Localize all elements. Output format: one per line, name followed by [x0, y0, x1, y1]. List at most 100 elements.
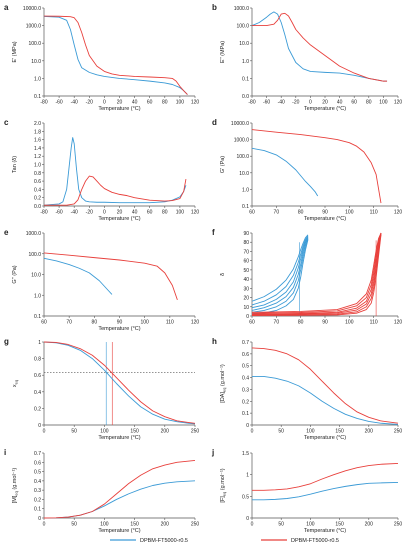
- x-tick-label: 120: [191, 320, 200, 326]
- y-axis-label-sub: eq: [14, 491, 19, 495]
- panel-c: c 0.0 0.2 0.4 0.6 0.8 1.0 1.2 1.4 1.6 1.8 2.0 -80 -60…: [4, 118, 199, 222]
- y-tick-label: 0.7: [34, 451, 41, 457]
- y-tick-label: 1.4: [34, 146, 41, 152]
- y-tick-label: 0.2: [242, 399, 249, 405]
- x-tick-label: -80: [40, 210, 47, 216]
- series-line-red-11: [251, 232, 382, 313]
- panel-i: i 0 0.1 0.2 0.3 0.4 0.5 0.6 0.7 0 50 100 150 200 250 Te…: [4, 448, 199, 534]
- panel-letter: f: [212, 228, 215, 237]
- x-tick-label: 80: [162, 210, 168, 216]
- series-line-blue-0: [251, 11, 388, 82]
- y-tick-label: 100.0: [236, 154, 249, 160]
- x-tick-label: 120: [394, 210, 403, 216]
- y-axis-label-unit: (g.mol⁻¹): [220, 364, 226, 388]
- y-tick-label: 0.4: [34, 187, 41, 193]
- x-axis-label: Temperature (°C): [98, 528, 140, 534]
- y-tick-label: 0.8: [34, 357, 41, 363]
- panel-letter: e: [4, 228, 9, 237]
- x-tick-label: 110: [166, 320, 174, 326]
- x-tick-label: 50: [71, 429, 77, 435]
- y-tick-label: 1000.0: [234, 138, 250, 144]
- y-tick-label: 1000.0: [26, 24, 42, 30]
- y-tick-label: 1.0: [242, 59, 249, 65]
- x-tick-label: 100: [140, 320, 149, 326]
- series-line-red-1: [44, 175, 187, 206]
- x-tick-label: 250: [191, 429, 200, 435]
- panel-g: g 0 0.2 0.4 0.6 0.8 1 0 50 100 150 200 250 Temperatur…: [4, 337, 199, 441]
- panel-b: b 0.0 0.1 1.0 10.0 100.0 1000.0 -80 -60 -40 -20 0 20…: [212, 3, 402, 112]
- x-axis-label: Temperature (°C): [304, 435, 346, 441]
- panel-a: a 0.1 1.0 10.0 100.0 1000.0 10000.0 -80 -60 -40 -2…: [4, 3, 199, 112]
- x-tick-label: 100: [306, 429, 315, 435]
- x-tick-label: 90: [322, 320, 328, 326]
- x-tick-label: 80: [92, 320, 98, 326]
- series-line-red-1: [43, 341, 196, 424]
- x-tick-label: -60: [55, 100, 62, 106]
- x-tick-label: 60: [41, 320, 47, 326]
- panel-letter: b: [212, 3, 217, 12]
- series-line-red-1: [43, 252, 178, 300]
- x-axis-label: Temperature (°C): [98, 106, 140, 112]
- legend: DPBM-FT5000-r0.5 DPBM-FT5000-r0.5: [110, 538, 339, 544]
- panel-h: h 0 0.1 0.2 0.3 0.4 0.5 0.6 0.7 0 50 100 150 200 250 Te…: [212, 337, 402, 441]
- y-tick-label: 100.0: [28, 252, 41, 258]
- x-tick-label: 80: [162, 100, 168, 106]
- x-axis-label: Temperature (°C): [98, 216, 140, 222]
- x-axis-label: Temperature (°C): [304, 528, 346, 534]
- x-tick-label: 70: [274, 210, 280, 216]
- x-tick-label: -20: [86, 100, 93, 106]
- panel-letter: c: [4, 118, 9, 127]
- x-tick-label: 70: [274, 320, 280, 326]
- series-line-blue-2: [251, 237, 309, 311]
- series-line-blue-0: [252, 482, 399, 501]
- x-tick-label: 80: [298, 320, 304, 326]
- y-axis-label-main: Tan (δ): [12, 156, 18, 173]
- y-tick-label: 0.6: [34, 460, 41, 466]
- x-tick-label: -20: [86, 210, 93, 216]
- series-line-blue-0: [43, 257, 113, 295]
- y-tick-label: 0: [38, 516, 41, 522]
- y-axis-label: Tan (δ): [12, 156, 18, 173]
- y-axis-label-sub: eq: [14, 380, 19, 384]
- x-tick-label: 100: [176, 100, 185, 106]
- x-tick-label: 50: [278, 522, 284, 528]
- series-line-red-1: [252, 462, 399, 491]
- x-tick-label: 150: [130, 522, 139, 528]
- y-tick-label: 0.8: [34, 171, 41, 177]
- x-tick-label: -80: [40, 100, 47, 106]
- panel-d: d 0.1 1.0 10.0 100.0 1000.0 10000.0 60 70 80 90 100…: [212, 118, 402, 222]
- y-axis-label-main: x: [12, 384, 18, 387]
- x-tick-label: 120: [191, 210, 200, 216]
- x-tick-label: 50: [278, 429, 284, 435]
- series-line-blue-0: [43, 480, 196, 519]
- y-axis-label-main: G' (Pa): [220, 156, 226, 173]
- x-tick-label: 100: [345, 210, 354, 216]
- panel-j: j 0 0.5 1 1.5 0 50 100 150 200 250 Temperature (°C)…: [211, 448, 402, 534]
- x-tick-label: 0: [309, 100, 312, 106]
- y-tick-label: 0.4: [34, 479, 41, 485]
- y-tick-label: 1: [246, 473, 249, 479]
- x-axis-label: Temperature (°C): [304, 216, 346, 222]
- series-line-blue-4: [251, 235, 309, 306]
- panel-letter: a: [4, 3, 9, 12]
- y-axis-label-main: G'' (Pa): [12, 265, 18, 283]
- panel-e: e 0.1 1.0 10.0 100.0 1000.0 60 70 80 90 100 110 120 T…: [4, 228, 199, 332]
- x-tick-label: 20: [322, 100, 328, 106]
- x-tick-label: 90: [117, 320, 123, 326]
- y-tick-label: 0.1: [34, 94, 41, 100]
- y-axis-label: [DA]eq (g.mol⁻¹): [220, 364, 227, 403]
- y-tick-label: 0.4: [34, 390, 41, 396]
- panel-letter: j: [211, 448, 214, 457]
- x-tick-label: 100: [176, 210, 185, 216]
- y-tick-label: 0.2: [34, 196, 41, 202]
- x-tick-label: 40: [132, 100, 138, 106]
- series-line-red-6: [251, 234, 382, 316]
- x-tick-label: -40: [71, 210, 78, 216]
- y-tick-label: 0: [38, 423, 41, 429]
- y-tick-label: 10000.0: [231, 121, 249, 127]
- x-tick-label: 50: [71, 522, 77, 528]
- series-line-blue-1: [251, 238, 309, 313]
- x-tick-label: 0: [43, 429, 46, 435]
- y-tick-label: 1.6: [34, 138, 41, 144]
